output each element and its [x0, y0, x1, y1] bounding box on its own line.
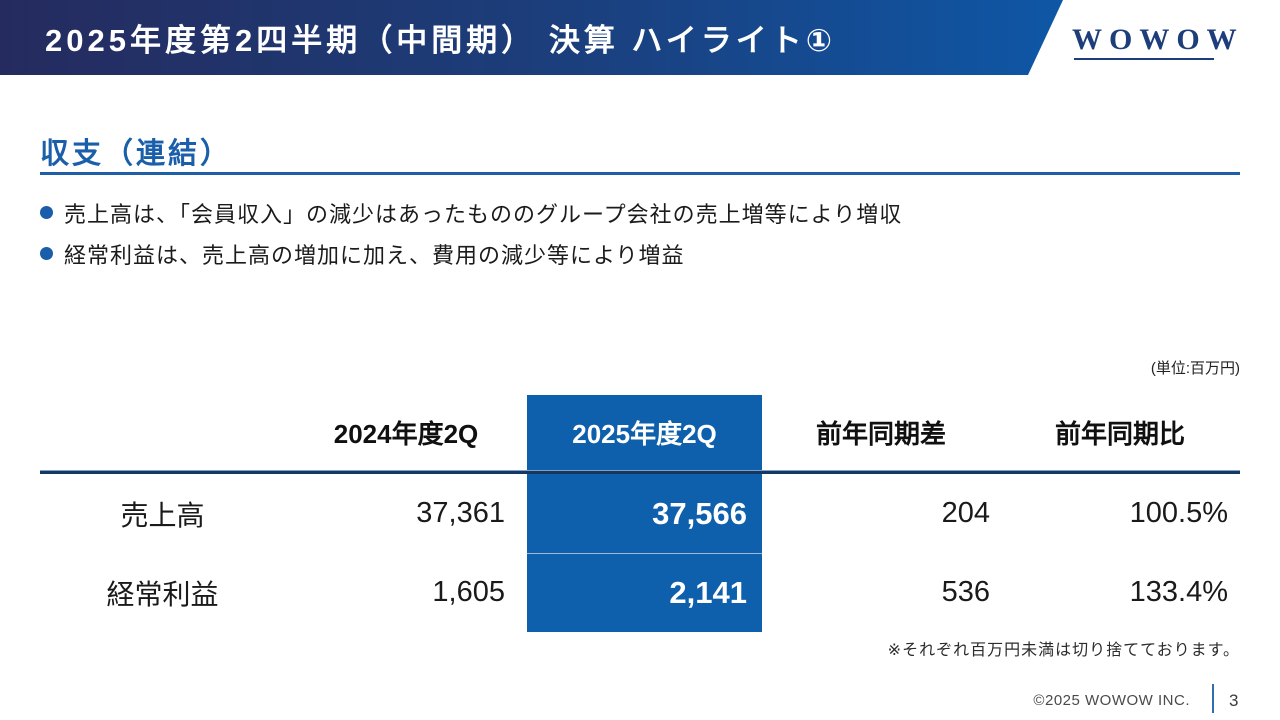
cell-profit-ratio: 133.4% [1129, 576, 1228, 608]
table-header-row: 2024年度2Q 2025年度2Q 前年同期差 前年同期比 [40, 395, 1240, 470]
table-row: 売上高 37,361 37,566 204 100.5% [40, 474, 1240, 553]
cell-profit-fy2025-highlight: 2,141 [527, 553, 762, 632]
slide-title: 2025年度第2四半期（中間期） 決算 ハイライト① [45, 23, 837, 58]
table-footnote: ※それぞれ百万円未満は切り捨てております。 [887, 642, 1240, 659]
header-banner: 2025年度第2四半期（中間期） 決算 ハイライト① [0, 0, 1063, 75]
cell-sales-fy2025-highlight: 37,566 [527, 474, 762, 553]
unit-note: (単位:百万円) [1150, 360, 1240, 377]
cell-sales-diff: 204 [941, 497, 990, 529]
section-title-rule [40, 172, 1240, 175]
wowow-logo: WOWOW [1072, 22, 1247, 66]
list-item: 売上高は、「会員収入」の減少はあったもののグループ会社の売上増等により増収 [40, 192, 1240, 233]
bullet-icon [40, 206, 53, 219]
column-header-fy2024: 2024年度2Q [333, 419, 479, 449]
list-item: 経常利益は、売上高の増加に加え、費用の減少等により増益 [40, 233, 1240, 274]
section-title: 収支（連結） [40, 138, 233, 170]
cell-profit-fy2024: 1,605 [432, 576, 505, 608]
column-header-fy2025-highlight: 2025年度2Q [527, 395, 762, 470]
cell-sales-fy2024: 37,361 [416, 497, 505, 529]
table-row: 経常利益 1,605 2,141 536 133.4% [40, 553, 1240, 632]
cell-sales-ratio: 100.5% [1129, 497, 1228, 529]
cell-profit-diff: 536 [941, 576, 990, 608]
table-header-rule [40, 470, 1240, 474]
financial-table: 2024年度2Q 2025年度2Q 前年同期差 前年同期比 売上高 37,361… [40, 395, 1240, 632]
cell-sales-fy2025: 37,566 [652, 495, 747, 531]
column-header-ratio: 前年同期比 [1054, 419, 1185, 449]
column-header-diff: 前年同期差 [815, 419, 946, 449]
row-label-sales: 売上高 [120, 499, 205, 531]
column-header-fy2025-label: 2025年度2Q [572, 419, 717, 449]
wowow-logo-underline [1074, 58, 1214, 60]
cell-profit-fy2025: 2,141 [669, 575, 747, 610]
page-number: 3 [1229, 691, 1239, 710]
copyright-text: ©2025 WOWOW INC. [1033, 692, 1190, 709]
bullet-icon [40, 247, 53, 260]
row-label-ordinary-profit: 経常利益 [106, 578, 219, 610]
bullet-text: 経常利益は、売上高の増加に加え、費用の減少等により増益 [64, 242, 685, 268]
footer-divider [1212, 684, 1214, 713]
wowow-logo-text: WOWOW [1072, 23, 1244, 56]
bullet-text: 売上高は、「会員収入」の減少はあったもののグループ会社の売上増等により増収 [64, 201, 903, 227]
bullet-list: 売上高は、「会員収入」の減少はあったもののグループ会社の売上増等により増収 経常… [40, 192, 1240, 274]
